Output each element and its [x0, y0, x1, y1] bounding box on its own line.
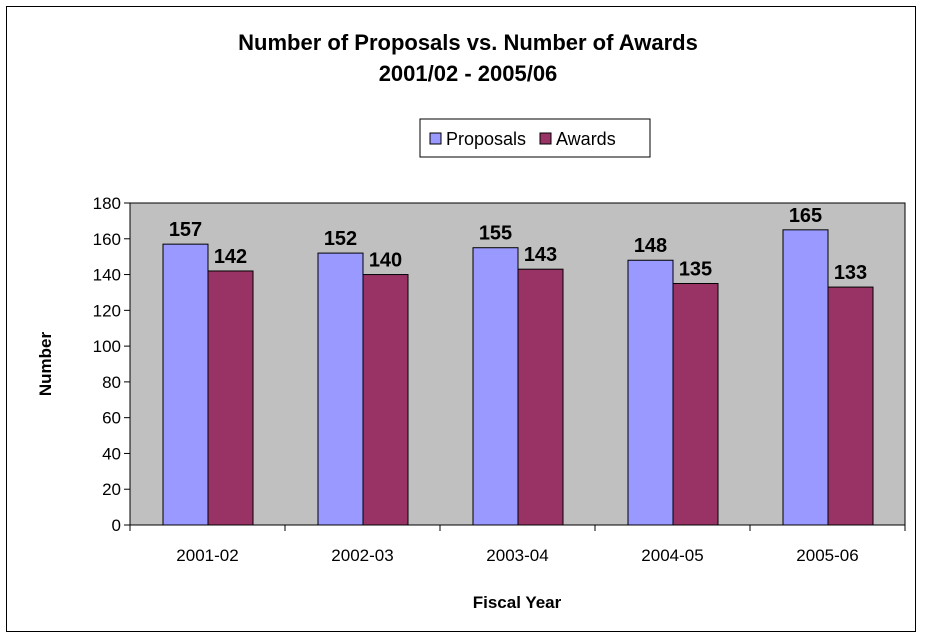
- data-label-awards-2001-02: 142: [214, 246, 247, 268]
- data-label-awards-2004-05: 135: [679, 259, 712, 281]
- data-label-proposals-2005-06: 165: [789, 205, 822, 227]
- legend-swatch-awards: [539, 132, 552, 145]
- data-label-proposals-2004-05: 148: [634, 235, 667, 257]
- chart-title: Number of Proposals vs. Number of Awards: [238, 30, 698, 55]
- y-axis-title: Number: [36, 332, 55, 397]
- y-tick-label: 40: [102, 444, 121, 463]
- bar-awards-2004-05: [672, 283, 719, 526]
- chart-subtitle: 2001/02 - 2005/06: [379, 61, 558, 86]
- bar-awards-2005-06: [827, 286, 874, 526]
- x-axis: 2001-02 2002-03 2003-04 2004-05 2005-06: [129, 524, 906, 565]
- x-tick-label: 2003-04: [486, 546, 548, 565]
- bar-proposals-2001-02: [162, 243, 209, 526]
- bar-awards-2003-04: [517, 268, 564, 526]
- y-tick-label: 180: [93, 194, 121, 213]
- bar-proposals-2003-04: [472, 247, 519, 526]
- legend-box: [419, 118, 651, 158]
- legend-label-awards: Awards: [556, 129, 616, 149]
- data-label-proposals-2001-02: 157: [169, 219, 202, 241]
- y-tick-label: 120: [93, 301, 121, 320]
- legend-swatch-proposals: [429, 132, 442, 145]
- data-label-awards-2002-03: 140: [369, 250, 402, 272]
- legend: Proposals Awards: [419, 118, 651, 158]
- y-axis: 0 20 40 60 80 100 120 140 160 180: [93, 194, 131, 535]
- bar-awards-2002-03: [362, 274, 409, 526]
- x-tick-label: 2004-05: [641, 546, 703, 565]
- y-tick-label: 160: [93, 230, 121, 249]
- data-label-proposals-2002-03: 152: [324, 228, 357, 250]
- x-tick-label: 2002-03: [331, 546, 393, 565]
- legend-label-proposals: Proposals: [446, 129, 526, 149]
- bar-awards-2001-02: [207, 270, 254, 526]
- y-tick-label: 140: [93, 266, 121, 285]
- bar-proposals-2002-03: [317, 252, 364, 526]
- bar-proposals-2005-06: [782, 229, 829, 526]
- y-tick-label: 100: [93, 337, 121, 356]
- data-label-awards-2005-06: 133: [834, 262, 867, 284]
- y-tick-label: 80: [102, 373, 121, 392]
- data-label-awards-2003-04: 143: [524, 244, 557, 266]
- x-tick-label: 2005-06: [796, 546, 858, 565]
- bars-group: [162, 229, 874, 526]
- data-labels-group: 157 142 152 140 155 143 148 135 165 133: [169, 205, 867, 284]
- bar-proposals-2004-05: [627, 259, 674, 526]
- x-axis-title: Fiscal Year: [473, 593, 562, 612]
- y-tick-label: 20: [102, 480, 121, 499]
- data-label-proposals-2003-04: 155: [479, 223, 512, 245]
- x-tick-label: 2001-02: [176, 546, 238, 565]
- y-tick-label: 0: [112, 516, 121, 535]
- y-tick-label: 60: [102, 409, 121, 428]
